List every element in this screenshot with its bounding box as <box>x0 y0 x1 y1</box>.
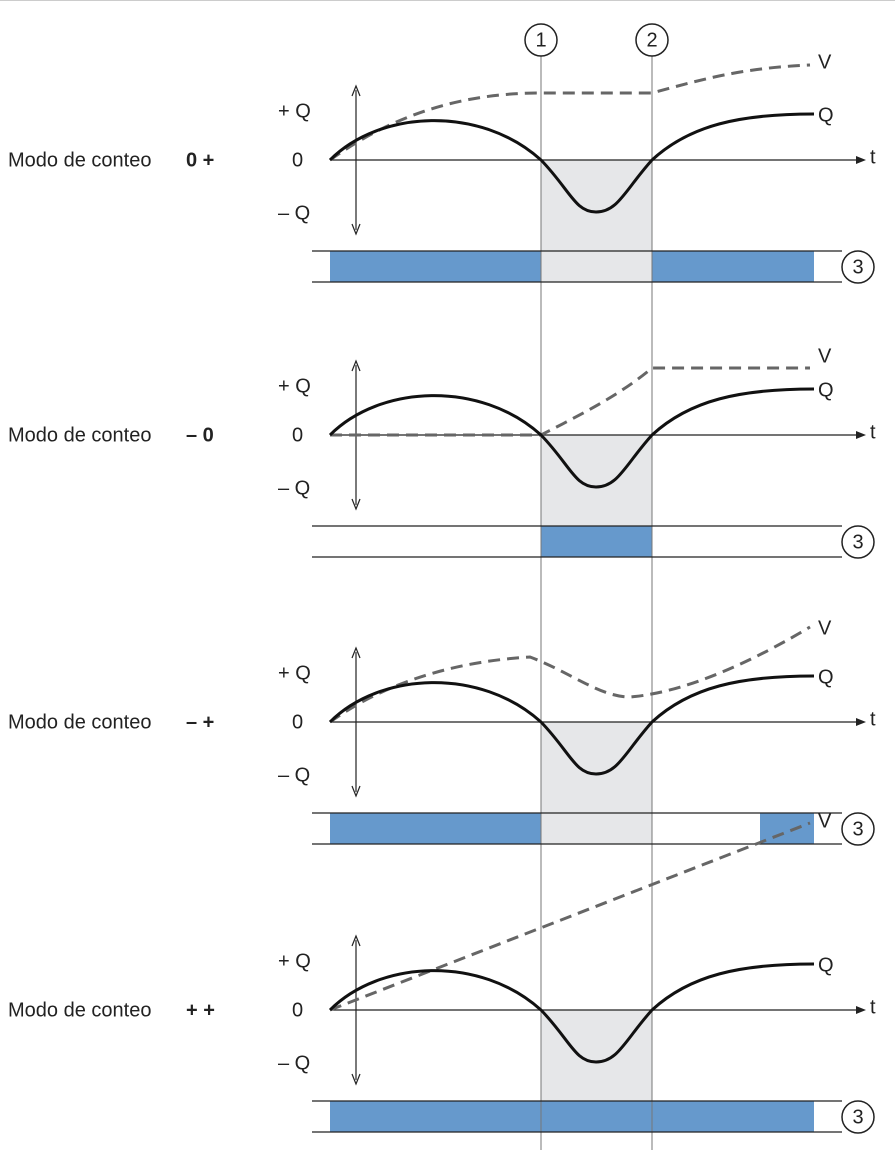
minus-q-label: – Q <box>278 477 310 499</box>
t-axis-arrow <box>856 718 866 726</box>
t-axis-arrow <box>856 1006 866 1014</box>
v-label: V <box>818 345 832 367</box>
t-label: t <box>870 708 876 730</box>
badge-label: 3 <box>852 818 863 840</box>
q-curve <box>328 387 815 489</box>
mode-label: Modo de conteo <box>8 149 151 171</box>
mode-value: – + <box>186 711 214 733</box>
q-label: Q <box>818 666 834 688</box>
mode-label: Modo de conteo <box>8 711 151 733</box>
q-label: Q <box>818 379 834 401</box>
minus-q-label: – Q <box>278 764 310 786</box>
marker-circle <box>524 23 558 57</box>
q-axis-arrow <box>351 934 361 1086</box>
v-curve <box>329 625 811 724</box>
q-curve <box>328 962 815 1064</box>
badge-circle <box>841 1100 875 1134</box>
plus-q-label: + Q <box>278 662 311 684</box>
q-axis-arrow <box>351 84 361 236</box>
badge-label: 3 <box>852 256 863 278</box>
t-label: t <box>870 996 876 1018</box>
v-curve <box>330 366 810 437</box>
mode-value: – 0 <box>186 424 214 446</box>
v-curve <box>329 821 811 1012</box>
v-label: V <box>818 810 832 832</box>
marker-circle <box>635 23 669 57</box>
marker-label: 1 <box>535 29 546 51</box>
badge-circle <box>841 250 875 284</box>
t-axis-arrow <box>856 156 866 164</box>
badge-label: 3 <box>852 1106 863 1128</box>
mode-label: Modo de conteo <box>8 999 151 1021</box>
v-curve <box>329 63 811 162</box>
plus-q-label: + Q <box>278 375 311 397</box>
q-curve <box>328 674 815 776</box>
zero-label: 0 <box>292 711 303 733</box>
marker-label: 2 <box>646 29 657 51</box>
t-axis-arrow <box>856 431 866 439</box>
t-label: t <box>870 421 876 443</box>
mode-label: Modo de conteo <box>8 424 151 446</box>
minus-q-label: – Q <box>278 202 310 224</box>
signal-bar <box>330 251 541 282</box>
plus-q-label: + Q <box>278 100 311 122</box>
badge-label: 3 <box>852 531 863 553</box>
minus-q-label: – Q <box>278 1052 310 1074</box>
q-axis-arrow <box>351 646 361 798</box>
zero-label: 0 <box>292 149 303 171</box>
signal-bar <box>760 813 814 844</box>
q-axis-arrow <box>351 359 361 511</box>
mode-value: + + <box>186 999 215 1021</box>
badge-circle <box>841 812 875 846</box>
q-label: Q <box>818 954 834 976</box>
t-label: t <box>870 146 876 168</box>
signal-bar <box>330 813 541 844</box>
plus-q-label: + Q <box>278 950 311 972</box>
v-label: V <box>818 617 832 639</box>
q-curve <box>328 112 815 214</box>
mode-value: 0 + <box>186 149 214 171</box>
signal-bar <box>541 526 652 557</box>
v-label: V <box>818 51 832 73</box>
signal-bar <box>652 251 814 282</box>
badge-circle <box>841 525 875 559</box>
zero-label: 0 <box>292 424 303 446</box>
zero-label: 0 <box>292 999 303 1021</box>
q-label: Q <box>818 104 834 126</box>
signal-bar <box>330 1101 814 1132</box>
